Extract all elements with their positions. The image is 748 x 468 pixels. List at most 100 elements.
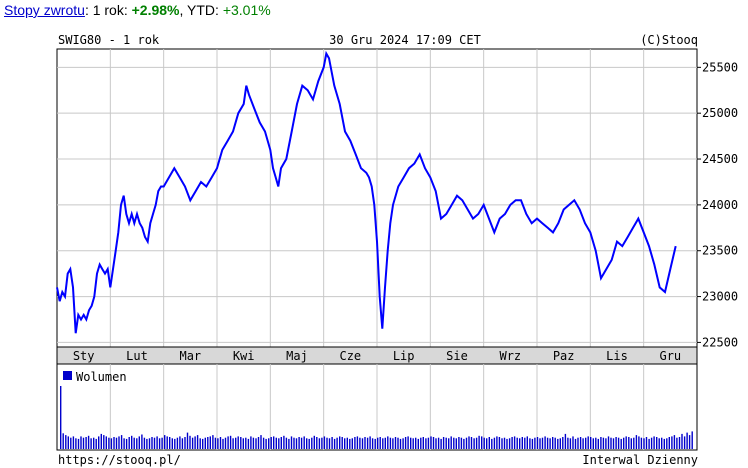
volume-bar <box>493 437 496 449</box>
volume-bar <box>70 437 72 449</box>
volume-bar <box>164 435 166 449</box>
volume-bar <box>572 436 574 449</box>
y-tick-label: 25500 <box>702 60 738 74</box>
volume-bar <box>577 437 579 449</box>
volume-bar <box>202 438 204 449</box>
volume-bar <box>450 436 452 449</box>
volume-bar <box>143 437 146 449</box>
volume-bar <box>392 438 394 449</box>
returns-link[interactable]: Stopy zwrotu <box>4 2 85 18</box>
month-tick-label: Lis <box>606 349 628 363</box>
volume-bar <box>176 437 179 449</box>
volume-bar <box>460 437 463 449</box>
volume-bar <box>612 438 615 449</box>
volume-bar <box>115 437 118 449</box>
volume-bar <box>153 437 156 449</box>
volume-bar <box>123 438 125 449</box>
volume-bar <box>430 436 432 449</box>
volume-bar <box>181 438 184 449</box>
volume-bar <box>255 438 257 449</box>
volume-bar <box>412 438 414 449</box>
volume-bar <box>65 435 67 449</box>
volume-bar <box>217 438 219 449</box>
volume-bar <box>194 436 196 449</box>
volume-bar <box>615 437 617 449</box>
volume-bar <box>420 437 422 449</box>
volume-bar <box>501 438 503 449</box>
volume-bar <box>298 437 300 449</box>
volume-bar <box>643 438 645 449</box>
volume-bar <box>77 438 80 449</box>
volume-bar <box>199 438 201 449</box>
volume-bar <box>270 437 272 449</box>
volume-bar <box>539 438 541 449</box>
month-tick-label: Mar <box>179 349 201 363</box>
volume-bar <box>638 436 640 449</box>
volume-bar <box>268 438 270 449</box>
volume-bar <box>377 437 379 449</box>
volume-bar <box>161 437 163 449</box>
volume-bar <box>280 437 282 449</box>
volume-bar <box>349 438 351 449</box>
volume-bar <box>562 437 564 449</box>
y-tick-label: 24500 <box>702 152 738 166</box>
volume-bar <box>557 438 559 449</box>
volume-bar <box>207 437 209 449</box>
volume-bar <box>617 437 620 449</box>
volume-bar <box>344 438 346 449</box>
volume-bar <box>323 436 326 449</box>
volume-bar <box>564 433 567 449</box>
volume-bar <box>278 438 280 449</box>
volume-bar <box>186 432 189 449</box>
volume-bar <box>534 437 536 449</box>
month-tick-label: Gru <box>659 349 681 363</box>
volume-bar <box>82 437 85 449</box>
volume-bar <box>75 438 77 449</box>
returns-line: Stopy zwrotu: 1 rok: +2.98%, YTD: +3.01% <box>4 2 271 18</box>
volume-bar <box>189 435 191 449</box>
volume-bar <box>640 437 643 449</box>
month-tick-label: Paz <box>553 349 575 363</box>
volume-bar <box>465 437 468 449</box>
volume-bar <box>118 436 120 449</box>
volume-bar <box>407 436 409 449</box>
volume-bar <box>455 438 457 449</box>
volume-bar <box>229 435 232 449</box>
volume-bar <box>166 436 168 449</box>
volume-bar <box>321 437 323 449</box>
volume-bar <box>579 437 582 449</box>
volume-bar <box>592 438 594 449</box>
volume-bar <box>275 437 277 449</box>
volume-bar <box>488 437 490 449</box>
volume-bar <box>437 437 440 449</box>
volume-bar <box>333 438 336 449</box>
volume-bar <box>95 438 97 449</box>
volume-bar <box>354 437 356 449</box>
volume-bar <box>169 437 171 449</box>
volume-bar <box>686 432 688 449</box>
volume-bar <box>300 437 303 449</box>
volume-bar <box>470 437 473 449</box>
volume-bar <box>468 436 470 449</box>
volume-bar <box>295 438 298 449</box>
volume-bar <box>93 437 95 449</box>
volume-bar <box>224 437 227 449</box>
volume-bar <box>491 438 493 449</box>
volume-bar <box>359 437 361 449</box>
volume-bar <box>191 437 194 449</box>
volume-bar <box>339 436 341 449</box>
volume-bar <box>100 433 102 449</box>
month-tick-label: Lip <box>393 349 415 363</box>
volume-bar <box>602 437 605 449</box>
chart-copyright: (C)Stooq <box>640 33 698 47</box>
volume-bar <box>371 438 374 449</box>
volume-bar <box>516 437 518 449</box>
volume-bar <box>620 438 622 449</box>
volume-bar <box>110 438 113 449</box>
volume-bar <box>574 438 577 449</box>
volume-bar <box>440 438 442 449</box>
volume-bar <box>650 437 653 449</box>
volume-bar <box>242 438 244 449</box>
volume-bar <box>503 437 506 449</box>
volume-bar <box>445 437 447 449</box>
